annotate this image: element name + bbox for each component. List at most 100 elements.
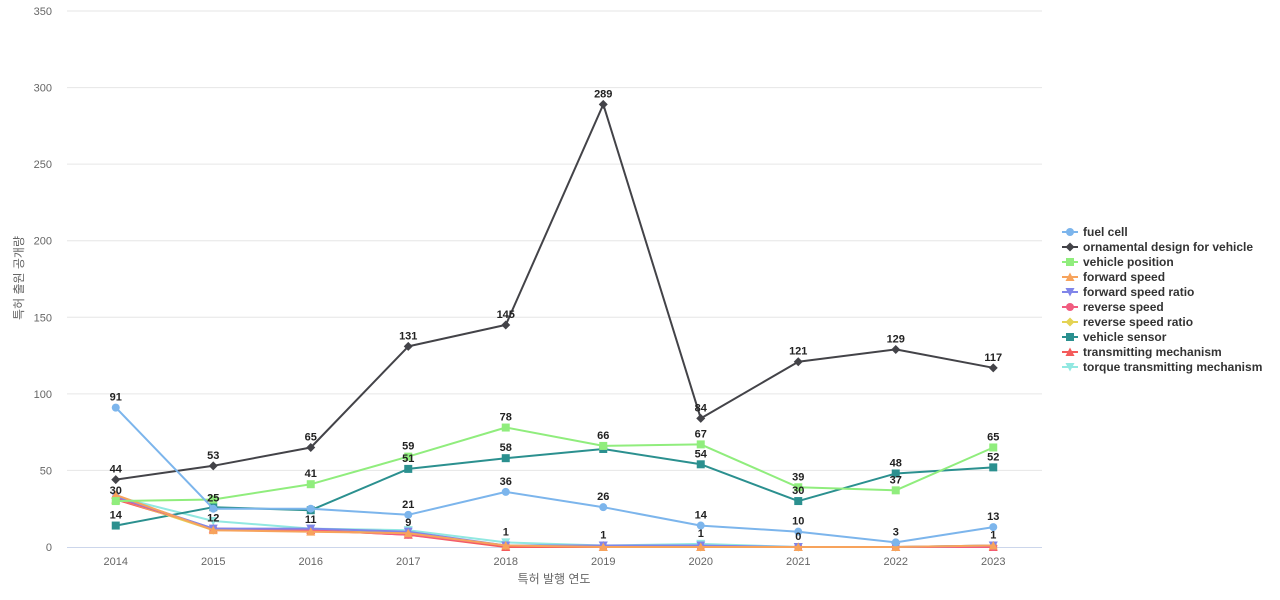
- x-tick-label: 2015: [201, 556, 225, 568]
- data-label: 117: [984, 352, 1002, 364]
- legend-marker: [1066, 302, 1074, 311]
- data-label: 9: [405, 517, 411, 529]
- data-label: 53: [207, 450, 219, 462]
- series-3: [111, 490, 998, 551]
- data-point: [208, 516, 218, 526]
- data-point: [306, 527, 316, 536]
- data-point: [501, 423, 510, 432]
- legend-label: reverse speed ratio: [1083, 314, 1194, 329]
- x-tick-label: 2016: [299, 556, 323, 568]
- data-point: [404, 452, 413, 461]
- legend-item[interactable]: fuel cell: [1062, 224, 1262, 239]
- legend-item[interactable]: reverse speed: [1062, 299, 1262, 314]
- data-point: [988, 363, 998, 373]
- data-label: 131: [399, 330, 417, 342]
- data-point: [696, 413, 706, 423]
- data-point: [989, 523, 998, 532]
- x-axis-title: 특허 발행 연도: [518, 571, 591, 586]
- x-tick-label: 2021: [786, 556, 810, 568]
- data-label: 51: [402, 453, 414, 465]
- x-tick-label: 2019: [591, 556, 615, 568]
- data-label: 67: [695, 428, 707, 440]
- data-label: 26: [597, 491, 609, 503]
- data-point: [696, 440, 705, 449]
- legend-swatch-icon: [1062, 362, 1078, 371]
- y-axis-ticks: 0 50 100 150 200 250 300 350: [34, 6, 52, 554]
- legend-marker: [1065, 242, 1075, 251]
- legend-swatch-icon: [1062, 257, 1078, 266]
- legend-marker: [1066, 257, 1074, 266]
- legend-label: vehicle sensor: [1083, 329, 1167, 344]
- x-tick-label: 2017: [396, 556, 420, 568]
- data-label: 13: [987, 511, 999, 523]
- data-label: 65: [305, 431, 317, 443]
- data-point: [111, 490, 121, 499]
- x-tick-label: 2023: [981, 556, 1005, 568]
- legend-swatch-icon: [1062, 347, 1078, 356]
- data-label: 59: [402, 441, 414, 453]
- data-label: 145: [497, 309, 515, 321]
- legend-item[interactable]: forward speed: [1062, 269, 1262, 284]
- data-label: 41: [305, 468, 317, 480]
- data-point: [501, 487, 510, 496]
- data-point: [696, 542, 706, 551]
- data-point: [306, 480, 315, 489]
- data-label: 3: [893, 526, 899, 538]
- legend-label: forward speed: [1083, 269, 1166, 284]
- data-label: 12: [207, 513, 219, 525]
- y-tick-label: 0: [46, 542, 52, 554]
- data-point: [111, 497, 120, 506]
- data-label: 1: [600, 529, 606, 541]
- series-line: [115, 426, 994, 503]
- data-label: 48: [890, 457, 902, 469]
- x-tick-label: 2022: [884, 556, 908, 568]
- legend-item[interactable]: ornamental design for vehicle: [1062, 239, 1262, 254]
- data-label: 37: [890, 474, 902, 486]
- data-point: [208, 461, 218, 471]
- y-tick-label: 300: [34, 83, 52, 95]
- data-point: [208, 525, 218, 535]
- data-point: [793, 542, 803, 551]
- data-point: [111, 403, 120, 412]
- series-1: [111, 99, 998, 485]
- data-point: [598, 99, 608, 109]
- legend-item[interactable]: vehicle sensor: [1062, 329, 1262, 344]
- data-label: 54: [695, 448, 708, 460]
- data-label: 289: [594, 88, 612, 100]
- data-point: [403, 528, 413, 538]
- legend-marker: [1066, 332, 1074, 341]
- data-point: [794, 497, 803, 506]
- data-label: 21: [402, 499, 414, 511]
- data-label: 121: [789, 346, 807, 358]
- legend-item[interactable]: torque transmitting mechanism: [1062, 359, 1262, 374]
- legend-item[interactable]: reverse speed ratio: [1062, 314, 1262, 329]
- legend-item[interactable]: vehicle position: [1062, 254, 1262, 269]
- y-axis-title: 특허 출원 공개량: [12, 236, 26, 320]
- legend-item[interactable]: transmitting mechanism: [1062, 344, 1262, 359]
- data-point: [403, 341, 413, 351]
- data-label: 78: [500, 412, 512, 424]
- data-point: [111, 475, 121, 485]
- legend-label: ornamental design for vehicle: [1083, 239, 1254, 254]
- data-label: 84: [695, 402, 708, 414]
- legend-swatch-icon: [1062, 302, 1078, 311]
- legend-item[interactable]: forward speed ratio: [1062, 284, 1262, 299]
- data-point: [306, 442, 316, 452]
- series-line: [115, 493, 994, 548]
- legend-marker: [1065, 272, 1075, 281]
- data-point: [306, 504, 315, 513]
- data-label: 1: [503, 526, 509, 538]
- series-7: [111, 444, 998, 530]
- legend: fuel cell ornamental design for vehicle ve…: [1062, 224, 1262, 374]
- data-point: [891, 538, 900, 547]
- data-point: [988, 540, 998, 550]
- series-group: [111, 99, 998, 552]
- data-point: [209, 504, 218, 513]
- data-label: 1: [698, 528, 704, 540]
- data-point: [794, 527, 803, 536]
- series-line: [115, 103, 994, 481]
- grid-lines: [67, 10, 1042, 471]
- series-2: [111, 423, 998, 506]
- legend-swatch-icon: [1062, 227, 1078, 236]
